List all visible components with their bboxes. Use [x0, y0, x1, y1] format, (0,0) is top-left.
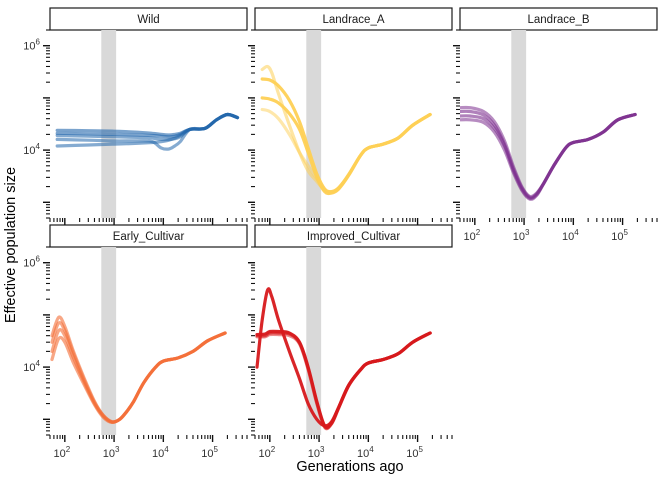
x-axis-title: Generations ago: [296, 459, 403, 475]
series-group: [260, 64, 432, 196]
series-group: [460, 105, 637, 201]
x-tick-label: 105: [406, 445, 423, 460]
facet-title: Improved_Cultivar: [307, 231, 400, 243]
x-axis: 102 103 104 105: [49, 435, 248, 460]
facet-strip: [254, 224, 453, 248]
facet-title: Wild: [137, 14, 159, 26]
series-group: [55, 112, 240, 151]
facet-panel: Landrace_B 102 103 104 105: [453, 7, 658, 243]
x-tick-label: 105: [611, 228, 628, 243]
facet-panel: Landrace_A: [248, 7, 453, 225]
shaded-period-band: [101, 247, 117, 435]
series-line: [50, 328, 227, 424]
facet-panel: Early_Cultivar 104 106 102 103 104 105: [23, 224, 248, 460]
series-line: [460, 112, 637, 201]
facet-strip: [49, 7, 248, 31]
x-axis: [254, 218, 453, 225]
y-axis: [453, 29, 460, 219]
x-tick-label: 105: [201, 445, 218, 460]
series-line: [255, 287, 432, 428]
x-tick-label: 102: [463, 228, 480, 243]
facet-title: Landrace_A: [322, 14, 384, 26]
x-tick-label: 102: [258, 445, 275, 460]
x-tick-label: 102: [53, 445, 70, 460]
shaded-period-band: [306, 30, 322, 218]
series-line: [260, 107, 432, 195]
x-tick-label: 103: [308, 445, 325, 460]
series-line: [255, 331, 432, 431]
y-axis-title: Effective population size: [3, 167, 19, 323]
x-tick-label: 104: [152, 445, 169, 460]
facet-title: Landrace_B: [527, 14, 589, 26]
shaded-period-band: [306, 247, 322, 435]
facet-strip: [49, 224, 248, 248]
x-tick-label: 104: [357, 445, 374, 460]
series-group: [255, 287, 432, 431]
x-tick-label: 104: [562, 228, 579, 243]
x-axis: [49, 218, 248, 225]
series-line: [260, 77, 432, 194]
series-line: [255, 329, 432, 429]
shaded-period-band: [101, 30, 117, 218]
facet-panel: Wild 104 106: [23, 7, 248, 225]
facet-strip: [254, 7, 453, 31]
facet-title: Early_Cultivar: [113, 231, 185, 243]
series-group: [50, 315, 227, 425]
series-line: [55, 112, 240, 148]
y-axis: 104 106: [23, 29, 50, 219]
x-tick-label: 103: [513, 228, 530, 243]
x-axis: 102 103 104 105: [254, 435, 453, 460]
y-axis: 104 106: [23, 246, 50, 436]
facet-strip: [459, 7, 658, 31]
x-axis: 102 103 104 105: [459, 218, 658, 243]
y-tick-label: 104: [23, 359, 40, 374]
y-axis: [248, 246, 255, 436]
series-line: [50, 331, 227, 425]
y-tick-label: 104: [23, 142, 40, 157]
x-tick-label: 103: [103, 445, 120, 460]
y-axis: [248, 29, 255, 219]
y-tick-label: 106: [23, 255, 40, 270]
y-tick-label: 106: [23, 38, 40, 53]
facet-panel: Improved_Cultivar 102 103 104 105: [248, 224, 453, 460]
